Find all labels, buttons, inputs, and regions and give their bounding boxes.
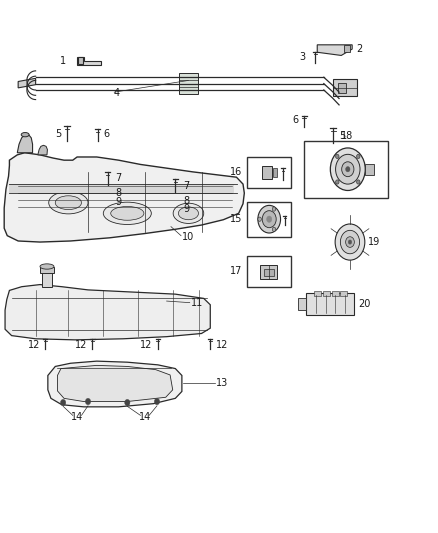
Text: 18: 18 (341, 131, 353, 141)
Bar (171, 198, 179, 203)
Circle shape (336, 155, 360, 184)
Text: 5: 5 (55, 128, 61, 139)
Circle shape (60, 399, 66, 406)
Polygon shape (18, 78, 35, 88)
Text: 12: 12 (216, 340, 228, 350)
Ellipse shape (178, 207, 198, 220)
Polygon shape (317, 45, 352, 55)
Text: 12: 12 (75, 340, 87, 350)
Text: 12: 12 (28, 340, 40, 350)
Ellipse shape (55, 196, 81, 209)
Text: 14: 14 (71, 412, 83, 422)
Circle shape (340, 230, 360, 254)
Circle shape (357, 155, 360, 158)
Circle shape (258, 217, 261, 221)
Bar (344, 45, 350, 52)
Bar (298, 298, 306, 310)
Polygon shape (332, 79, 357, 96)
Bar (247, 157, 291, 188)
Ellipse shape (111, 206, 144, 220)
Circle shape (342, 162, 354, 176)
Text: 1: 1 (60, 56, 66, 66)
Circle shape (357, 180, 360, 184)
Bar (304, 141, 388, 198)
Bar (314, 291, 321, 296)
Circle shape (125, 399, 130, 406)
Text: 6: 6 (104, 128, 110, 139)
Ellipse shape (102, 199, 114, 204)
Bar (365, 164, 374, 174)
Circle shape (267, 216, 272, 222)
Text: 7: 7 (183, 181, 190, 191)
Text: 20: 20 (358, 299, 370, 309)
Bar (264, 269, 274, 276)
Polygon shape (57, 366, 173, 401)
Polygon shape (4, 153, 244, 242)
Bar (247, 202, 291, 237)
Circle shape (106, 199, 110, 204)
Text: 19: 19 (368, 237, 381, 247)
Polygon shape (77, 56, 101, 65)
Circle shape (272, 207, 276, 211)
Circle shape (336, 155, 339, 158)
Circle shape (330, 148, 365, 190)
Ellipse shape (169, 206, 181, 212)
Circle shape (258, 205, 281, 233)
Text: 9: 9 (116, 197, 122, 207)
Text: 17: 17 (230, 266, 242, 276)
Text: 10: 10 (182, 232, 194, 243)
Bar (306, 293, 354, 316)
Circle shape (336, 180, 339, 184)
Text: 16: 16 (230, 167, 242, 177)
Text: 15: 15 (230, 214, 242, 224)
Text: 12: 12 (140, 340, 152, 350)
Circle shape (173, 207, 177, 211)
Text: 4: 4 (113, 88, 120, 98)
Polygon shape (48, 361, 182, 407)
Text: 2: 2 (357, 44, 363, 53)
Text: 8: 8 (183, 196, 189, 206)
Bar (323, 291, 330, 296)
Circle shape (85, 398, 91, 405)
Text: 7: 7 (116, 173, 122, 183)
Polygon shape (5, 285, 210, 340)
Text: 6: 6 (293, 115, 299, 125)
Bar (261, 265, 277, 279)
Ellipse shape (49, 191, 88, 214)
Text: 13: 13 (215, 378, 228, 389)
Ellipse shape (103, 202, 151, 224)
Circle shape (346, 166, 350, 172)
Text: 11: 11 (191, 297, 203, 308)
Circle shape (346, 237, 354, 247)
Text: 5: 5 (339, 131, 346, 141)
Bar (273, 168, 277, 176)
Bar (42, 272, 52, 287)
Ellipse shape (40, 264, 54, 269)
Polygon shape (38, 146, 47, 155)
Text: 9: 9 (183, 204, 189, 214)
Text: 3: 3 (299, 52, 305, 62)
Bar (104, 190, 112, 196)
Bar (340, 291, 347, 296)
Text: 14: 14 (139, 412, 151, 422)
Circle shape (272, 227, 276, 231)
Bar (332, 291, 339, 296)
Circle shape (335, 224, 365, 260)
Circle shape (262, 211, 276, 228)
Circle shape (348, 240, 352, 244)
Bar (247, 256, 291, 287)
Circle shape (154, 398, 159, 405)
Text: 8: 8 (116, 188, 122, 198)
Bar (40, 266, 54, 273)
Polygon shape (17, 135, 32, 153)
Ellipse shape (21, 133, 29, 137)
Ellipse shape (173, 203, 204, 223)
Bar (78, 56, 83, 64)
Bar (338, 83, 346, 93)
Bar (10, 183, 234, 193)
Bar (262, 166, 272, 179)
Bar (179, 73, 198, 94)
